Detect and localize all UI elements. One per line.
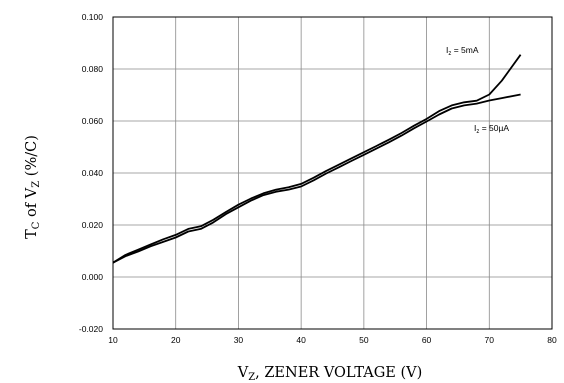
grid bbox=[112, 16, 553, 330]
y-tick-label: -0.020 bbox=[79, 324, 103, 334]
x-tick-label: 50 bbox=[359, 335, 369, 345]
x-tick-label: 10 bbox=[108, 335, 118, 345]
x-tick-label: 70 bbox=[485, 335, 495, 345]
series-line-50ua bbox=[112, 93, 521, 264]
x-tick-label: 60 bbox=[422, 335, 432, 345]
x-axis-title: VZ, ZENER VOLTAGE (V) bbox=[237, 365, 423, 383]
plot-frame bbox=[112, 16, 553, 330]
series-line-5ma bbox=[112, 54, 522, 264]
x-tick-label: 40 bbox=[296, 335, 306, 345]
y-tick-label: 0.060 bbox=[82, 116, 104, 126]
series-label-5ma: Iz = 5mA bbox=[446, 45, 479, 57]
y-tick-label: 0.100 bbox=[82, 12, 104, 22]
y-tick-label: 0.000 bbox=[82, 272, 104, 282]
tick-labels: 10 20 30 40 50 60 70 80 -0.020 0.000 0.020 0.040 0.0… bbox=[79, 12, 557, 345]
y-tick-label: 0.040 bbox=[82, 168, 104, 178]
series-layer bbox=[112, 54, 522, 264]
x-tick-label: 80 bbox=[547, 335, 557, 345]
x-tick-label: 20 bbox=[171, 335, 181, 345]
y-axis-title: TC of VZ (%/C) bbox=[24, 135, 42, 239]
y-tick-label: 0.020 bbox=[82, 220, 104, 230]
x-tick-label: 30 bbox=[234, 335, 244, 345]
series-label-50ua: Iz = 50µA bbox=[474, 123, 509, 135]
y-tick-label: 0.080 bbox=[82, 64, 104, 74]
